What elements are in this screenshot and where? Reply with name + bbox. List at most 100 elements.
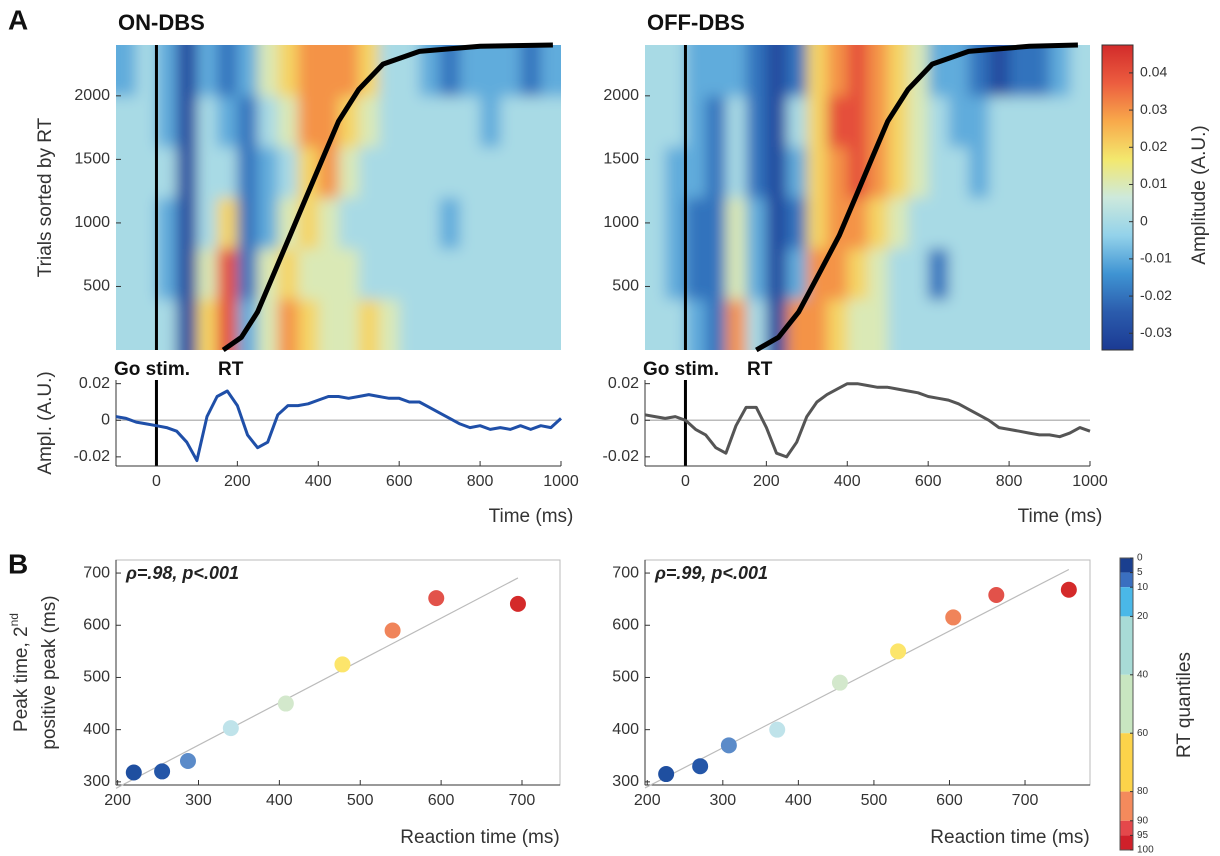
- y-tick-label: 700: [612, 564, 639, 581]
- heatmap-cells: [645, 45, 1090, 350]
- heat-cell: [907, 95, 929, 148]
- heat-cell: [725, 95, 747, 148]
- point: [428, 590, 445, 607]
- heat-cell: [928, 197, 949, 249]
- heat-cell: [540, 248, 561, 300]
- heat-cell: [237, 197, 259, 249]
- point: [988, 586, 1005, 603]
- heat-cell: [1049, 197, 1071, 249]
- heat-cell: [988, 146, 1010, 198]
- quantile-band: [1120, 674, 1133, 734]
- heat-cell: [217, 45, 238, 97]
- colorbar-tick-label: 0: [1137, 553, 1143, 564]
- heat-cell: [847, 248, 868, 300]
- heat-cell: [318, 197, 339, 249]
- heat-cell: [358, 146, 380, 198]
- heat-cell: [480, 146, 501, 198]
- y-axis-label: Peak time, 2nd: [7, 613, 32, 732]
- heat-cell: [705, 45, 727, 97]
- heat-cell: [887, 299, 909, 350]
- fit-line: [115, 577, 519, 789]
- heat-cell: [540, 197, 561, 249]
- heat-cell: [378, 197, 400, 249]
- heat-cell: [645, 197, 666, 249]
- heat-cell: [196, 95, 218, 148]
- colorbar-tick-label: 100: [1137, 845, 1154, 856]
- heat-cell: [766, 45, 788, 97]
- heat-cell: [399, 299, 420, 350]
- heat-cell: [419, 45, 441, 97]
- heat-cell: [156, 95, 178, 148]
- y-tick-label: 500: [612, 669, 639, 686]
- heat-cell: [358, 95, 380, 148]
- heat-cell: [237, 248, 259, 300]
- heat-cell: [827, 45, 848, 97]
- heat-cell: [786, 197, 808, 249]
- heat-cell: [378, 299, 400, 350]
- heat-cell: [520, 95, 542, 148]
- heat-cell: [176, 95, 198, 148]
- heat-cell: [156, 146, 178, 198]
- heat-cell: [1049, 299, 1071, 350]
- point: [277, 695, 294, 712]
- quantile-band: [1120, 835, 1133, 850]
- heat-cell: [136, 299, 157, 350]
- fit-line: [644, 568, 1070, 789]
- heat-cell: [136, 197, 157, 249]
- heat-cell: [136, 248, 157, 300]
- heat-cell: [378, 146, 400, 198]
- heat-cell: [867, 45, 889, 97]
- heat-cell: [196, 146, 218, 198]
- heat-cell: [136, 45, 157, 97]
- heat-cell: [419, 197, 441, 249]
- heat-cell: [419, 146, 441, 198]
- heat-cell: [237, 95, 259, 148]
- heat-cell: [806, 299, 828, 350]
- x-tick-label: 0: [681, 473, 690, 490]
- rt-curve: [221, 42, 553, 353]
- heat-cell: [500, 197, 522, 249]
- heat-cell: [1049, 95, 1071, 148]
- point: [154, 763, 171, 780]
- heat-cell: [378, 248, 400, 300]
- quantile-band: [1120, 616, 1133, 675]
- heat-cell: [725, 146, 747, 198]
- heat-cell: [277, 95, 299, 148]
- amplitude-line: [115, 389, 563, 462]
- colorbar-tick-label: 0.01: [1140, 175, 1167, 191]
- plot-frame: [644, 559, 1091, 786]
- heat-cell: [399, 95, 420, 148]
- heat-cell: [1009, 248, 1030, 300]
- heat-cell: [298, 299, 319, 350]
- heat-cell: [480, 95, 501, 148]
- heat-cell: [298, 45, 319, 97]
- y-tick-label: 1000: [603, 214, 639, 231]
- heat-cell: [1049, 45, 1071, 97]
- colorbar-label: RT quantiles: [1174, 652, 1195, 758]
- heat-cell: [116, 248, 137, 300]
- x-tick-label: 700: [1012, 792, 1039, 809]
- x-tick-label: 200: [753, 473, 780, 490]
- heat-cell: [399, 248, 420, 300]
- heat-cell: [277, 248, 299, 300]
- heat-cell: [645, 248, 666, 300]
- point: [222, 720, 239, 737]
- y-axis-label-sup: nd: [7, 613, 21, 626]
- point: [1060, 581, 1077, 598]
- heat-cell: [338, 146, 360, 198]
- heat-cell: [176, 248, 198, 300]
- point: [658, 766, 675, 783]
- heat-cell: [766, 248, 788, 300]
- heat-cell: [196, 45, 218, 97]
- x-tick-label: 400: [834, 473, 861, 490]
- heat-cell: [500, 146, 522, 198]
- heatmap-cells: [116, 45, 561, 350]
- heat-cell: [746, 248, 767, 300]
- heat-cell: [257, 146, 279, 198]
- heat-cell: [439, 45, 461, 97]
- heat-cell: [176, 146, 198, 198]
- heat-cell: [540, 45, 561, 97]
- heat-cell: [358, 299, 380, 350]
- heat-cell: [237, 45, 259, 97]
- heat-cell: [136, 146, 157, 198]
